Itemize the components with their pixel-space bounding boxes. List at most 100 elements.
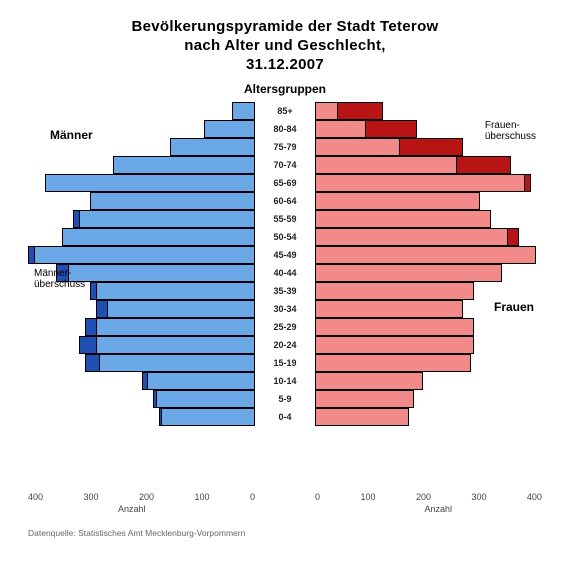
women-bar	[315, 246, 536, 264]
age-row: 15-19	[28, 354, 542, 372]
men-bar	[113, 156, 255, 174]
age-label: 10-14	[255, 376, 315, 386]
age-label: 85+	[255, 106, 315, 116]
age-row: 75-79	[28, 138, 542, 156]
women-label: Frauen	[494, 300, 534, 314]
women-side	[315, 282, 542, 300]
tick: 100	[360, 492, 375, 524]
age-label: 70-74	[255, 160, 315, 170]
women-side	[315, 210, 542, 228]
women-side	[315, 192, 542, 210]
women-bar	[315, 354, 471, 372]
women-side	[315, 102, 542, 120]
women-side	[315, 264, 542, 282]
age-row: 45-49	[28, 246, 542, 264]
age-label: 65-69	[255, 178, 315, 188]
men-side	[28, 408, 255, 426]
tick: 400	[28, 492, 43, 524]
women-side	[315, 156, 542, 174]
men-bar-shared	[161, 408, 255, 426]
men-side	[28, 390, 255, 408]
women-side	[315, 174, 542, 192]
men-bar-shared	[147, 372, 255, 390]
age-row: 60-64	[28, 192, 542, 210]
tick: 100	[194, 492, 209, 524]
age-row: 55-59	[28, 210, 542, 228]
men-surplus-label: Männer-überschuss	[34, 268, 85, 290]
x-axis-label-left: Anzahl	[118, 504, 146, 514]
age-row: 80-84	[28, 120, 542, 138]
men-bar-shared	[99, 354, 255, 372]
men-label: Männer	[50, 128, 93, 142]
men-bar	[90, 192, 255, 210]
men-side	[28, 192, 255, 210]
age-row: 0-4	[28, 408, 542, 426]
age-row: 25-29	[28, 318, 542, 336]
tick: 300	[83, 492, 98, 524]
women-bar	[315, 408, 409, 426]
women-bar	[315, 300, 463, 318]
women-side	[315, 246, 542, 264]
women-side	[315, 228, 542, 246]
women-bar	[315, 372, 423, 390]
data-source: Datenquelle: Statistisches Amt Mecklenbu…	[28, 528, 542, 538]
age-label: 30-34	[255, 304, 315, 314]
pyramid-chart: Männer Frauen Männer-überschuss Frauen-ü…	[28, 102, 542, 482]
age-label: 35-39	[255, 286, 315, 296]
age-row: 50-54	[28, 228, 542, 246]
tick: 0	[315, 492, 320, 524]
age-label: 25-29	[255, 322, 315, 332]
tick: 0	[250, 492, 255, 524]
age-label: 75-79	[255, 142, 315, 152]
age-label: 45-49	[255, 250, 315, 260]
age-row: 65-69	[28, 174, 542, 192]
men-bar	[170, 138, 255, 156]
women-bar-shared	[315, 156, 457, 174]
men-side	[28, 372, 255, 390]
men-side	[28, 228, 255, 246]
men-bar-shared	[107, 300, 255, 318]
age-row: 35-39	[28, 282, 542, 300]
men-side	[28, 174, 255, 192]
age-label: 40-44	[255, 268, 315, 278]
men-side	[28, 102, 255, 120]
tick: 400	[527, 492, 542, 524]
women-bar	[315, 390, 414, 408]
women-bar	[315, 264, 502, 282]
age-row: 20-24	[28, 336, 542, 354]
women-bar	[315, 192, 480, 210]
men-side	[28, 246, 255, 264]
men-bar-shared	[156, 390, 255, 408]
men-bar	[62, 228, 255, 246]
men-side	[28, 336, 255, 354]
men-side	[28, 300, 255, 318]
women-bar-shared	[315, 138, 400, 156]
age-row: 10-14	[28, 372, 542, 390]
men-bar-shared	[96, 282, 255, 300]
age-label: 0-4	[255, 412, 315, 422]
age-label: 80-84	[255, 124, 315, 134]
women-bar-shared	[315, 174, 525, 192]
men-side	[28, 354, 255, 372]
men-bar-shared	[79, 210, 255, 228]
men-side	[28, 210, 255, 228]
men-bar-shared	[96, 336, 255, 354]
women-side	[315, 336, 542, 354]
age-row: 85+	[28, 102, 542, 120]
age-label: 50-54	[255, 232, 315, 242]
women-bar	[315, 210, 491, 228]
men-bar	[204, 120, 255, 138]
women-bar-shared	[315, 102, 338, 120]
age-row: 70-74	[28, 156, 542, 174]
age-label: 60-64	[255, 196, 315, 206]
women-surplus-label: Frauen-überschuss	[485, 120, 536, 142]
men-side	[28, 156, 255, 174]
x-axis: 4003002001000 0100200300400 Anzahl Anzah…	[28, 486, 542, 518]
x-axis-label-right: Anzahl	[424, 504, 452, 514]
age-row: 5-9	[28, 390, 542, 408]
age-row: 30-34	[28, 300, 542, 318]
men-bar-shared	[68, 264, 255, 282]
men-bar	[45, 174, 255, 192]
women-side	[315, 408, 542, 426]
age-label: 55-59	[255, 214, 315, 224]
